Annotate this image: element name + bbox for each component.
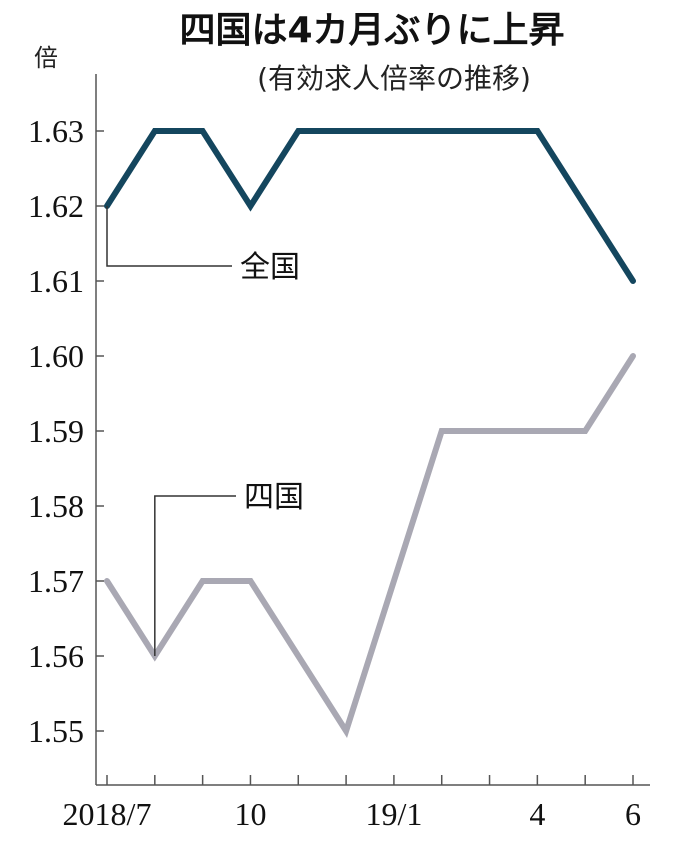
x-tick-label: 2018/7: [63, 796, 152, 832]
y-tick-label: 1.57: [28, 563, 84, 599]
y-tick-label: 1.55: [28, 713, 84, 749]
y-ticks: 1.63 1.62 1.61 1.60 1.59 1.58 1.57 1.56 1.55: [28, 113, 104, 749]
x-ticks: 2018/7 10 19/1 4 6: [63, 775, 641, 832]
x-tick-label: 19/1: [365, 796, 422, 832]
chart-subtitle: (有効求人倍率の推移): [257, 62, 531, 95]
y-tick-label: 1.63: [28, 113, 84, 149]
series-leader-0: [106, 206, 232, 267]
series-leader-1: [154, 495, 236, 656]
y-tick-label: 1.61: [28, 263, 84, 299]
series-label-0: 全国: [240, 250, 300, 285]
y-unit-label: 倍: [34, 44, 58, 72]
series-line-0: [104, 128, 636, 284]
series-lines: [104, 128, 636, 739]
x-tick-label: 4: [529, 796, 545, 832]
x-tick-label: 6: [625, 796, 641, 832]
x-tick-label: 10: [234, 796, 266, 832]
y-tick-label: 1.62: [28, 188, 84, 224]
chart-title: 四国は4カ月ぶりに上昇: [179, 10, 564, 51]
y-tick-label: 1.56: [28, 638, 84, 674]
y-tick-label: 1.59: [28, 413, 84, 449]
y-tick-label: 1.58: [28, 488, 84, 524]
series-line-1: [104, 353, 636, 739]
series-label-1: 四国: [244, 480, 304, 515]
y-tick-label: 1.60: [28, 338, 84, 374]
